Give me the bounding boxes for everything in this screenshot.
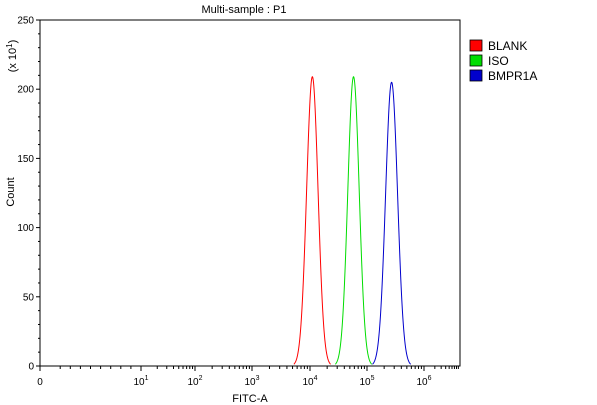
x-tick-label-4: 104 (302, 375, 317, 388)
y-axis: 0 50 100 150 200 250 (17, 16, 40, 373)
legend-swatch-blank (469, 39, 483, 52)
x-tick-label-2: 102 (187, 375, 202, 388)
y-tick-label-4: 200 (17, 85, 34, 96)
y-multiplier-label: (x 101) (5, 40, 19, 73)
x-axis: 0 101 102 103 104 105 106 (37, 366, 459, 388)
series-curve-bmpr1a (372, 81, 412, 365)
y-tick-label-3: 150 (17, 154, 34, 165)
legend-swatch-bmpr1a (469, 69, 483, 82)
x-tick-label-0: 0 (37, 377, 43, 388)
y-tick-label-2: 100 (17, 223, 34, 234)
y-axis-title: Count (5, 177, 17, 206)
svg-text:(x 101): (x 101) (5, 40, 19, 73)
plot-frame (39, 19, 461, 367)
series-curve-iso (334, 76, 373, 365)
x-tick-label-3: 103 (244, 375, 259, 388)
series-curves (293, 76, 412, 365)
x-tick-label-6: 106 (416, 375, 431, 388)
legend-label-bmpr1a: BMPR1A (488, 69, 537, 83)
x-tick-label-5: 105 (359, 375, 374, 388)
y-tick-label-5: 250 (17, 16, 34, 27)
x-axis-title: FITC-A (232, 393, 268, 405)
chart-title: Multi-sample : P1 (202, 4, 287, 16)
x-tick-label-1: 101 (133, 375, 148, 388)
legend-swatch-iso (469, 54, 483, 67)
y-tick-label-1: 50 (23, 292, 35, 303)
legend-label-blank: BLANK (488, 39, 527, 53)
legend-label-iso: ISO (488, 54, 509, 68)
y-tick-label-0: 0 (28, 362, 34, 373)
series-curve-blank (293, 76, 331, 365)
